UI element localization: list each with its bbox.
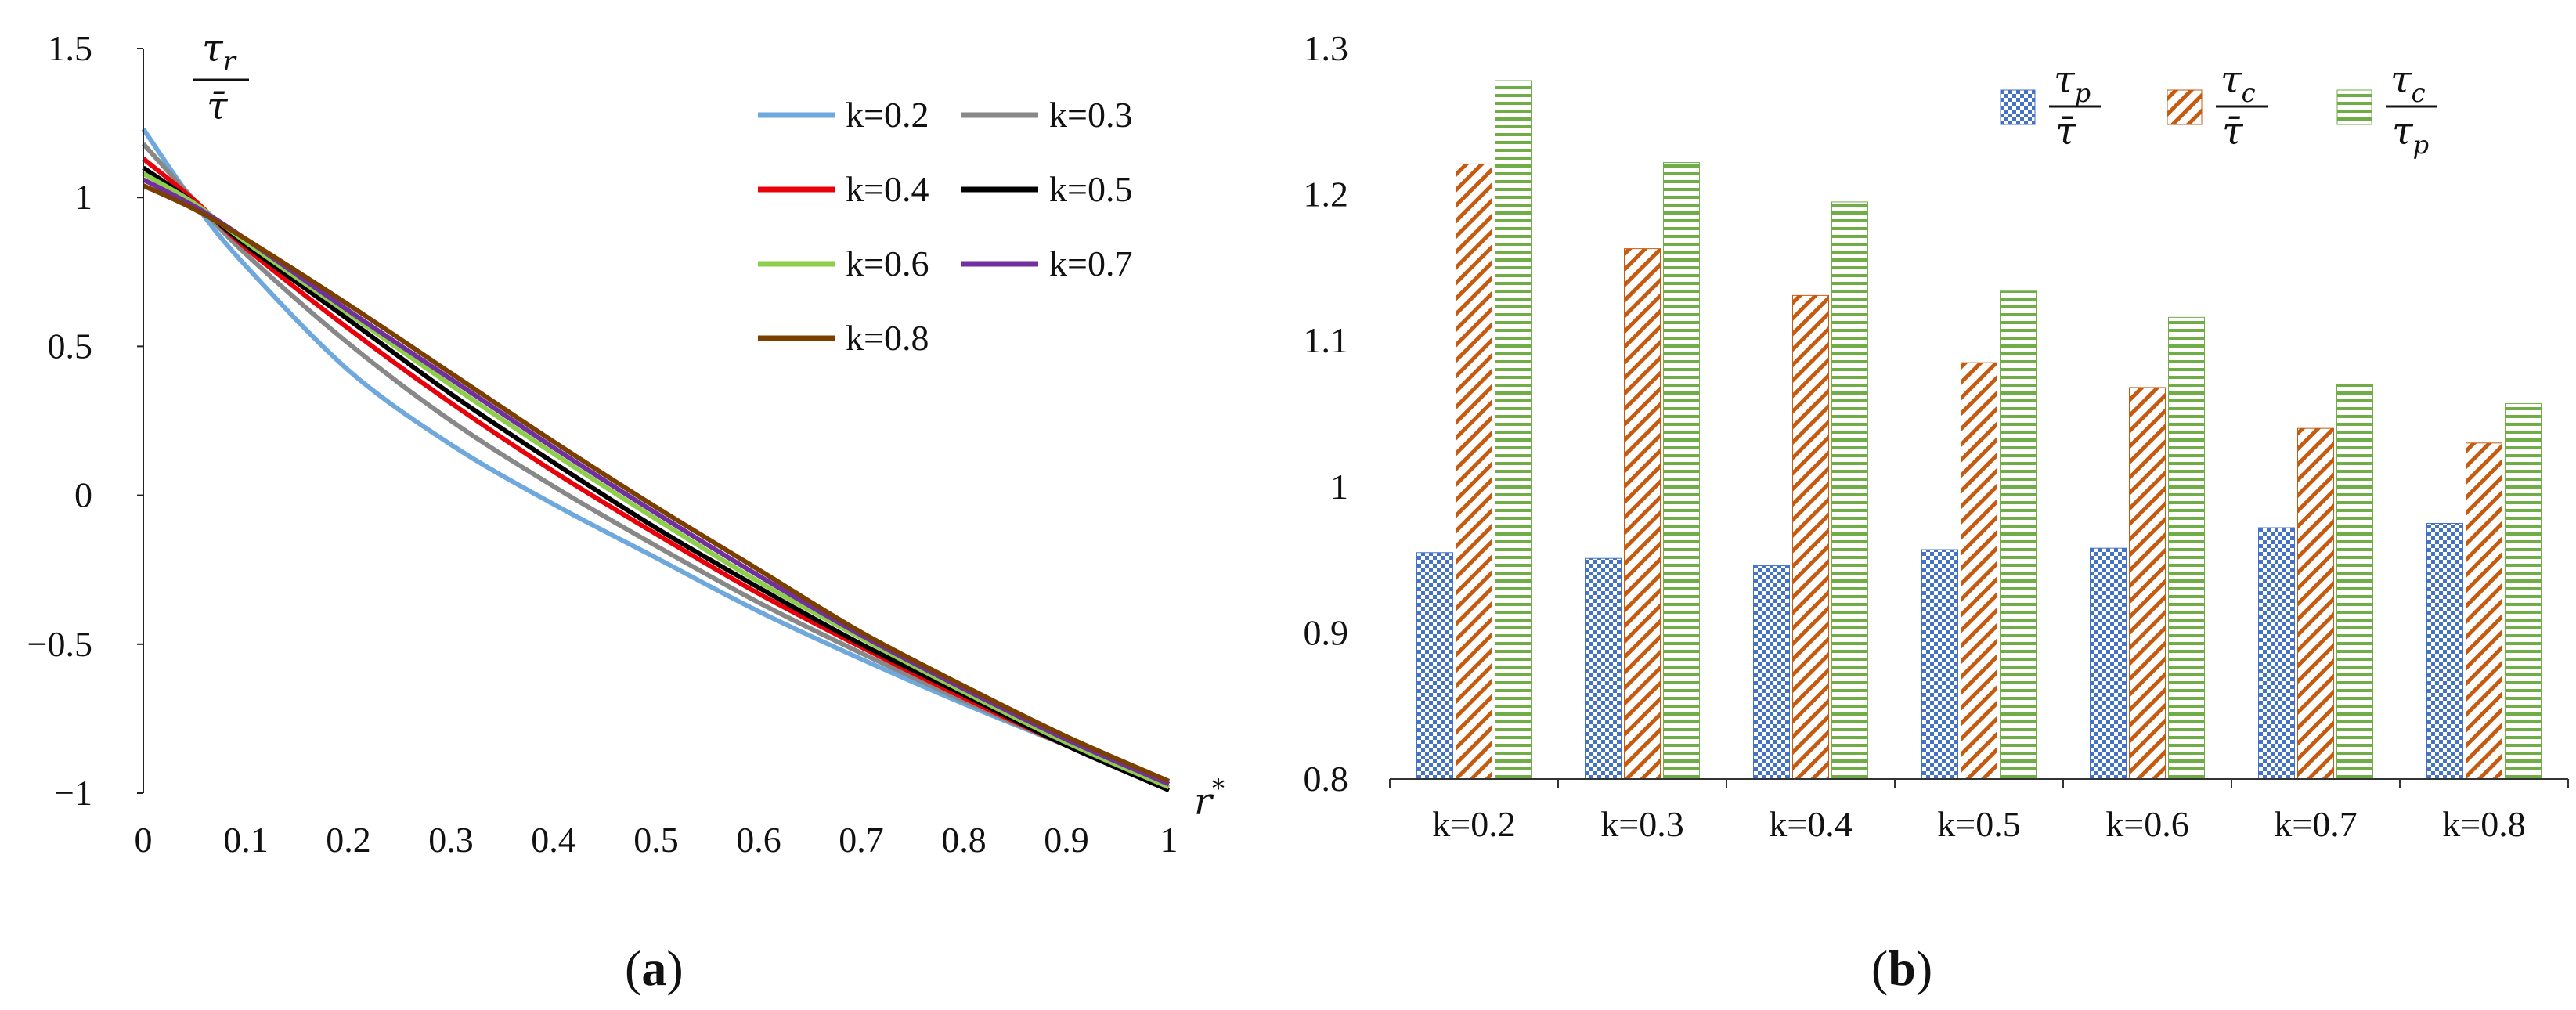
x-tick-label: k=0.4 <box>1769 804 1852 844</box>
legend-label: k=0.5 <box>1049 169 1132 209</box>
y-tick-label: 0.9 <box>1304 612 1349 652</box>
legend: k=0.2 k=0.3 k=0.4 k=0.5 k=0.6 k=0.7 k=0.8 <box>758 95 1132 358</box>
legend-swatch <box>2000 89 2036 125</box>
bar-k=0.2-horizontal <box>1495 80 1532 780</box>
x-tick-label: 0.9 <box>1044 820 1089 860</box>
y-tick-label: 1.2 <box>1304 175 1349 215</box>
panel-label-b: (b) <box>1871 940 1932 996</box>
bar-k=0.4-horizontal <box>1831 201 1868 780</box>
y-label-numerator: τr <box>202 27 237 78</box>
bar-k=0.5-horizontal <box>2000 290 2037 780</box>
x-tick-label: k=0.7 <box>2274 804 2357 844</box>
bar-k=0.2-checker <box>1416 552 1453 780</box>
legend-denominator: τ̄ <box>2222 110 2244 153</box>
series-line-k=0.3 <box>141 142 1171 790</box>
legend-denominator: τp <box>2392 110 2429 160</box>
bar-k=0.6-horizontal <box>2168 316 2205 780</box>
x-tick-label: k=0.8 <box>2442 804 2525 844</box>
bar-k=0.8-checker <box>2426 522 2463 780</box>
y-axis-ticks: −1 −0.5 0 0.5 1 1.5 <box>27 28 143 813</box>
x-tick-label: k=0.6 <box>2105 804 2188 844</box>
bar-k=0.7-diagonal <box>2297 427 2334 780</box>
y-axis-ticks: 0.8 0.9 1 1.1 1.2 1.3 <box>1304 28 1349 799</box>
y-tick-label: 1.3 <box>1304 28 1349 68</box>
bar-k=0.4-diagonal <box>1792 294 1829 780</box>
legend-numerator: τc <box>2221 58 2256 108</box>
series-line-k=0.4 <box>142 157 1171 792</box>
x-tick-label: 0.5 <box>633 820 679 860</box>
line-series-group <box>141 128 1171 792</box>
line-chart-panel: 0 0.1 0.2 0.3 0.4 0.5 0.6 0.7 0.8 0.9 1 −1 −0.5 0 0.5… <box>27 27 1225 996</box>
y-label-denominator: τ̄ <box>207 85 229 128</box>
bar-k=0.6-diagonal <box>2129 387 2166 780</box>
bar-k=0.7-checker <box>2258 527 2295 780</box>
y-tick-label: 0 <box>74 475 92 515</box>
y-tick-label: 0.8 <box>1304 759 1349 799</box>
panel-label-a: (a) <box>625 940 684 996</box>
bar-series-group <box>1416 80 2542 780</box>
series-line-k=0.8 <box>142 183 1171 784</box>
y-tick-label: 0.5 <box>48 326 93 366</box>
y-axis-label: τr τ̄ <box>193 27 249 128</box>
y-tick-label: 1.5 <box>48 28 93 68</box>
legend-label: k=0.7 <box>1049 243 1132 283</box>
x-tick-label: 1 <box>1160 820 1178 860</box>
y-tick-label: −1 <box>54 773 92 813</box>
x-tick-label: 0.1 <box>223 820 269 860</box>
x-tick-label: k=0.3 <box>1600 804 1683 844</box>
legend-swatch <box>2336 89 2372 125</box>
y-tick-label: 1.1 <box>1304 320 1349 360</box>
x-axis-ticks: 0 0.1 0.2 0.3 0.4 0.5 0.6 0.7 0.8 0.9 1 <box>135 820 1178 860</box>
bar-k=0.3-horizontal <box>1663 162 1700 780</box>
x-tick-label: k=0.2 <box>1432 804 1515 844</box>
x-tick-label: 0.2 <box>326 820 371 860</box>
bar-k=0.3-diagonal <box>1624 248 1661 780</box>
x-tick-label: 0.3 <box>428 820 474 860</box>
legend-label: k=0.4 <box>846 169 929 209</box>
x-tick-label: 0.4 <box>531 820 576 860</box>
bar-k=0.6-checker <box>2090 547 2127 780</box>
series-line-k=0.5 <box>142 165 1171 792</box>
bar-k=0.8-horizontal <box>2505 402 2542 780</box>
legend-numerator: τc <box>2390 58 2426 108</box>
x-axis-ticks: k=0.2 k=0.3 k=0.4 k=0.5 k=0.6 k=0.7 k=0.8 <box>1389 779 2569 844</box>
x-tick-label: k=0.5 <box>1937 804 2020 844</box>
legend-label: k=0.3 <box>1049 95 1132 135</box>
legend-numerator: τp <box>2054 58 2091 108</box>
legend-label: k=0.8 <box>846 318 929 358</box>
y-tick-label: 1 <box>1330 467 1348 507</box>
x-tick-label: 0 <box>135 820 153 860</box>
legend-swatch <box>2167 89 2203 125</box>
y-tick-label: 1 <box>74 177 92 217</box>
bar-k=0.5-diagonal <box>1961 362 1997 780</box>
x-tick-label: 0.7 <box>839 820 884 860</box>
x-axis-label: r* <box>1194 774 1225 824</box>
legend-label: k=0.2 <box>846 95 929 135</box>
bar-k=0.2-diagonal <box>1456 163 1492 780</box>
legend-denominator: τ̄ <box>2055 110 2077 153</box>
y-tick-label: −0.5 <box>27 624 92 664</box>
bar-k=0.8-diagonal <box>2466 442 2502 780</box>
x-tick-label: 0.6 <box>736 820 781 860</box>
series-line-k=0.2 <box>141 128 1171 790</box>
legend-label: k=0.6 <box>846 243 929 283</box>
bar-k=0.4-checker <box>1753 565 1790 780</box>
bar-chart-panel: 0.80.911.11.21.3 k=0.2 k=0.3 k=0.4 k=0.5 k=0… <box>1304 28 2569 996</box>
bar-k=0.7-horizontal <box>2336 384 2373 780</box>
series-line-k=0.6 <box>142 171 1171 790</box>
bar-k=0.5-checker <box>1921 549 1958 780</box>
x-tick-label: 0.8 <box>941 820 987 860</box>
bar-k=0.3-checker <box>1585 557 1622 780</box>
